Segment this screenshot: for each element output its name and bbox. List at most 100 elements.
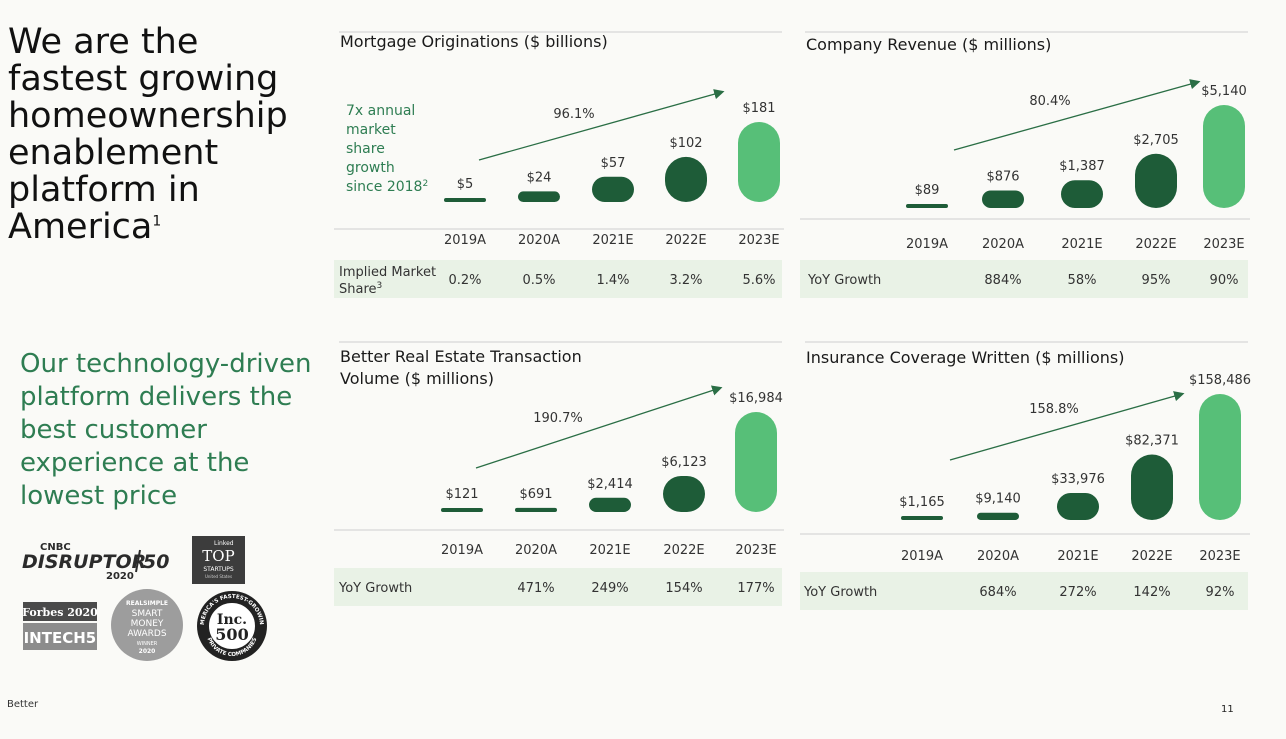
bar xyxy=(589,497,631,512)
category-label: 2020A xyxy=(515,543,557,558)
bar xyxy=(518,191,560,202)
fintech-label: FINTECH50 xyxy=(23,629,97,647)
realsimple-l1: REALSIMPLE xyxy=(126,600,168,607)
cagr-label: 96.1% xyxy=(553,107,594,122)
table-value: 1.4% xyxy=(596,273,629,288)
category-label: 2022E xyxy=(1135,237,1176,252)
table-value: 154% xyxy=(665,581,702,596)
realsimple-l2: SMART xyxy=(132,609,163,619)
insurance-coverage-chart: Insurance Coverage Written ($ millions) 1… xyxy=(800,341,1251,610)
realsimple-l5: WINNER xyxy=(137,641,158,647)
table-row-label-2: Share3 xyxy=(339,281,382,297)
bar-value-label: $16,984 xyxy=(729,391,783,406)
table-value: 471% xyxy=(517,581,554,596)
table-value: 884% xyxy=(984,273,1021,288)
cagr-label: 158.8% xyxy=(1029,402,1079,417)
cagr-label: 190.7% xyxy=(533,411,583,426)
bar-value-label: $181 xyxy=(742,101,775,116)
category-label: 2023E xyxy=(738,233,779,248)
headline-line-2: fastest growing xyxy=(8,59,279,99)
chart-title: Mortgage Originations ($ billions) xyxy=(340,32,608,51)
annotation-line: share xyxy=(346,141,385,157)
cagr-label: 80.4% xyxy=(1029,94,1070,109)
category-label: 2019A xyxy=(906,237,948,252)
annotation-line: growth xyxy=(346,160,395,176)
bar-value-label: $691 xyxy=(519,487,552,502)
inc500-badge: AMERICA'S FASTEST-GROWING PRIVATE COMPAN… xyxy=(194,590,267,661)
bar-value-label: $9,140 xyxy=(975,492,1021,507)
bar xyxy=(592,176,634,202)
market-share-annotation: growth xyxy=(346,160,395,176)
growth-arrow xyxy=(478,89,725,161)
chart-title: Company Revenue ($ millions) xyxy=(806,35,1051,54)
category-label: 2021E xyxy=(589,543,630,558)
top-label: TOP xyxy=(202,547,234,565)
table-row-label: Implied Market xyxy=(339,265,436,280)
market-share-annotation: since 20182 xyxy=(346,179,428,195)
bar xyxy=(982,190,1024,208)
bar xyxy=(1057,492,1099,520)
subheadline-line-4: experience at the xyxy=(20,448,250,478)
realsimple-smart-money-badge: REALSIMPLE SMART MONEY AWARDS WINNER 202… xyxy=(111,589,183,661)
market-share-annotation: share xyxy=(346,141,385,157)
chart-title: Volume ($ millions) xyxy=(340,369,494,388)
bar-value-label: $2,414 xyxy=(587,477,633,492)
category-label: 2021E xyxy=(592,233,633,248)
table-footnote: 3 xyxy=(377,281,383,291)
bar-value-label: $121 xyxy=(445,487,478,502)
growth-arrow xyxy=(953,79,1201,151)
bar-value-label: $82,371 xyxy=(1125,434,1179,449)
disruptor-label: DISRUPTOR xyxy=(22,551,146,573)
footer-brand: Better xyxy=(7,699,39,710)
category-label: 2020A xyxy=(982,237,1024,252)
bar xyxy=(1199,394,1241,520)
table-value: 0.2% xyxy=(448,273,481,288)
headline: We are the fastest growing homeownership… xyxy=(8,24,288,246)
bar-value-label: $5,140 xyxy=(1201,84,1247,99)
bar xyxy=(738,122,780,202)
bar xyxy=(977,512,1019,520)
category-label: 2020A xyxy=(518,233,560,248)
category-label: 2023E xyxy=(1199,549,1240,564)
market-share-annotation: market xyxy=(346,122,396,138)
startups-label: STARTUPS xyxy=(203,566,234,573)
realsimple-l3: MONEY xyxy=(131,619,164,629)
table-value: 5.6% xyxy=(742,273,775,288)
table-row-label-line-2: Share xyxy=(339,282,377,297)
table-row-background xyxy=(800,572,1248,610)
inc-label: Inc. xyxy=(217,612,247,628)
country-label: United States xyxy=(205,574,232,579)
category-label: 2023E xyxy=(735,543,776,558)
category-label: 2020A xyxy=(977,549,1019,564)
linkedin-badge: Linked xyxy=(214,540,234,547)
annotation-line: since 2018 xyxy=(346,179,422,195)
table-value: 142% xyxy=(1133,585,1170,600)
table-value: 249% xyxy=(591,581,628,596)
chart-title: Insurance Coverage Written ($ millions) xyxy=(806,348,1124,367)
bar xyxy=(1135,153,1177,208)
bar xyxy=(663,475,705,512)
bar-value-label: $2,705 xyxy=(1133,133,1179,148)
category-label: 2019A xyxy=(444,233,486,248)
disruptor-year: 2020 xyxy=(106,571,134,582)
bar xyxy=(444,198,486,202)
linkedin-top-startups-logo: Linked TOP STARTUPS United States xyxy=(192,536,245,584)
category-label: 2021E xyxy=(1061,237,1102,252)
annotation-footnote: 2 xyxy=(422,179,428,189)
cnbc-label: CNBC xyxy=(40,542,71,553)
table-row-background xyxy=(334,568,782,606)
growth-arrow xyxy=(949,391,1185,461)
table-value: 90% xyxy=(1210,273,1239,288)
table-row-label: YoY Growth xyxy=(338,581,412,596)
page-number: 11 xyxy=(1221,704,1234,715)
realsimple-l4: AWARDS xyxy=(127,629,166,639)
subheadline-line-5: lowest price xyxy=(20,481,178,511)
category-label: 2021E xyxy=(1057,549,1098,564)
market-share-annotation: 7x annual xyxy=(346,103,415,119)
table-value: 92% xyxy=(1206,585,1235,600)
table-value: 684% xyxy=(979,585,1016,600)
growth-arrow xyxy=(475,385,723,469)
bar-value-label: $89 xyxy=(915,183,940,198)
cnbc-disruptor-logo: CNBC DISRUPTOR 50 2020 xyxy=(22,542,169,582)
table-row-background xyxy=(334,260,782,298)
